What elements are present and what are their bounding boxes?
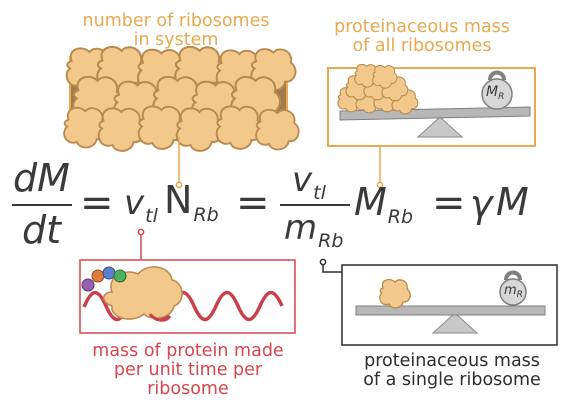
label-mass-all-ribosomes: proteinaceous mass of all ribosomes [322,18,522,56]
equals-sign-3: = [432,180,466,226]
m-symbol: M [354,180,387,224]
n-symbol: N [164,178,193,222]
label-line-2: of a single ribosome [363,369,541,390]
label-line-2: per unit time per [113,359,263,380]
lhs-denominator: dt [22,208,62,252]
m-sub: Rb [387,206,414,228]
crowd-blobs [63,45,300,152]
n-rb-term: NRb [164,178,219,226]
translation-panel [79,259,296,334]
peptide-chain [148,313,172,322]
gamma-symbol: γ [470,182,493,226]
lhs-numerator: dM [13,156,70,200]
weight-label-single: mR [504,283,523,300]
equals-sign-1: = [80,180,114,226]
ribosome-crowd-panel [63,45,300,152]
weight-label-all: MR [486,84,505,102]
frac-numerator: vtl [292,160,326,204]
m-sub: Rb [318,230,344,252]
frac-denominator: mRb [284,208,343,252]
v-sub: tl [145,205,158,227]
kettlebell-weight-icon [499,270,527,306]
label-number-of-ribosomes: number of ribosomes in system [68,12,284,50]
weight-symbol: m [504,283,517,298]
equals-sign-2: = [236,180,270,226]
n-sub: Rb [193,204,219,226]
weight-symbol: M [486,84,499,100]
label-line-2: in system [133,29,219,50]
v-sub: tl [313,182,326,204]
label-line-1: proteinaceous mass [364,351,540,371]
label-mass-single-ribosome: proteinaceous mass of a single ribosome [342,352,562,390]
fulcrum [431,312,479,334]
connector-v-tl [137,228,145,260]
label-line-1: proteinaceous mass [334,17,510,37]
m-rb-term: MRb [354,180,413,228]
connector-n-rb [175,137,183,189]
fulcrum [416,116,464,138]
mrna-strand [82,290,284,322]
kettlebell-weight-icon [481,70,513,110]
amino-acid-beads [81,266,127,292]
label-line-1: mass of protein made [92,341,284,361]
connector-m-single [319,258,342,273]
connector-m-rb [376,146,384,189]
v-symbol: v [292,160,313,200]
weight-sub: R [498,92,505,102]
v-symbol: v [124,183,145,223]
balance-all-ribosomes [327,63,536,147]
weight-sub: R [516,290,523,300]
label-line-3: ribosome [147,378,229,399]
final-m: M [496,180,529,224]
label-mass-per-time: mass of protein made per unit time per r… [72,342,304,399]
v-tl-term: vtl [124,183,158,227]
label-line-1: number of ribosomes [82,11,270,31]
m-symbol: m [284,208,318,248]
balance-single-ribosome [341,264,558,346]
beam [355,305,546,316]
label-line-2: of all ribosomes [352,35,492,56]
